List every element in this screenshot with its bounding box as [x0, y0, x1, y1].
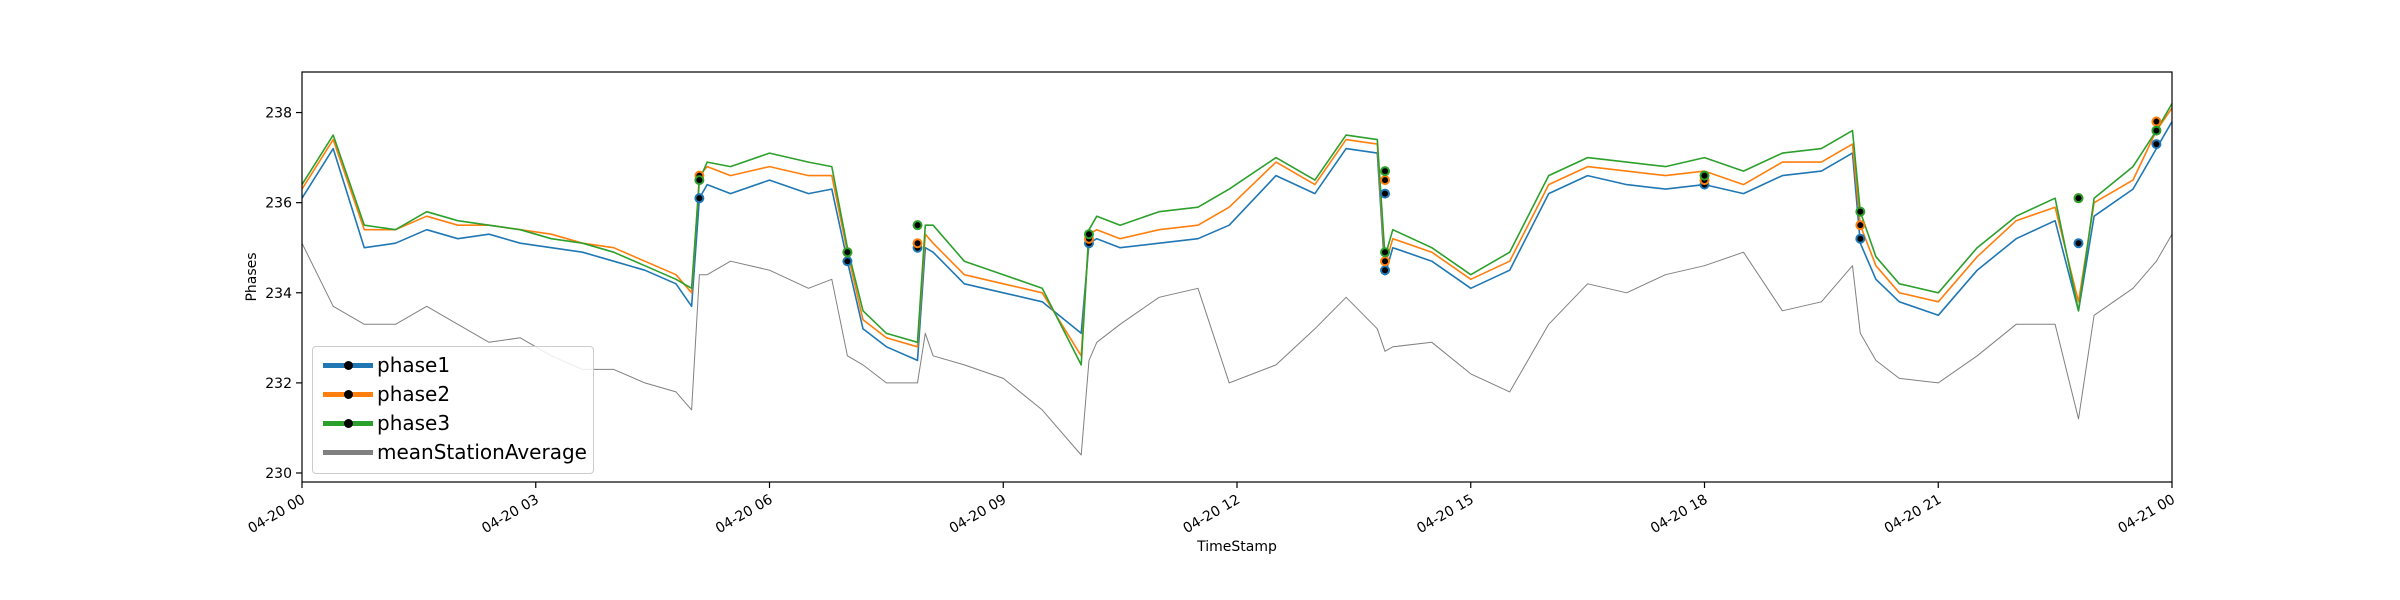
y-axis: 230 232 234 236 238 — [265, 106, 302, 482]
event-marker — [2151, 116, 2162, 127]
event-marker — [1380, 256, 1391, 267]
x-axis-label: TimeStamp — [1196, 539, 1277, 555]
series-line-phase2 — [301, 107, 2173, 357]
legend-item-phase2: phase2 — [313, 380, 593, 410]
event-marker — [1380, 175, 1391, 186]
event-marker — [1855, 206, 1866, 217]
event-marker — [912, 238, 923, 249]
event-marker — [842, 247, 853, 258]
event-marker — [1380, 166, 1391, 177]
chart-legend: phase1 phase2 phase3 meanStationAverage — [312, 346, 594, 474]
event-marker — [1380, 247, 1391, 258]
event-marker — [1380, 265, 1391, 276]
legend-label-meanstationaverage: meanStationAverage — [377, 440, 587, 464]
series-line-meanstationaverage — [301, 233, 2173, 456]
legend-label-phase2: phase2 — [377, 382, 451, 406]
y-tick-label: 238 — [265, 106, 292, 122]
legend-label-phase3: phase3 — [377, 411, 451, 435]
y-tick-label: 234 — [265, 286, 292, 302]
event-marker — [2151, 125, 2162, 136]
legend-swatch-meanstationaverage — [323, 450, 373, 455]
event-marker — [2151, 139, 2162, 150]
event-marker — [1855, 233, 1866, 244]
event-marker — [1855, 220, 1866, 231]
series-layer — [301, 103, 2173, 456]
series-line-phase3 — [301, 103, 2173, 366]
event-marker — [694, 175, 705, 186]
event-marker — [2073, 193, 2084, 204]
y-tick-label: 236 — [265, 196, 292, 212]
legend-item-meanstationaverage: meanStationAverage — [313, 438, 593, 468]
event-marker — [2073, 238, 2084, 249]
y-tick-label: 230 — [265, 466, 292, 482]
legend-marker-phase2 — [344, 390, 353, 399]
legend-marker-phase1 — [344, 361, 353, 370]
legend-item-phase1: phase1 — [313, 351, 593, 381]
event-marker — [1380, 188, 1391, 199]
event-marker — [842, 256, 853, 267]
event-marker — [1699, 170, 1710, 181]
legend-item-phase3: phase3 — [313, 409, 593, 439]
event-marker-layer — [694, 116, 2162, 276]
event-marker — [1083, 229, 1094, 240]
y-tick-label: 232 — [265, 376, 292, 392]
legend-marker-phase3 — [344, 419, 353, 428]
legend-label-phase1: phase1 — [377, 353, 451, 377]
event-marker — [912, 220, 923, 231]
y-axis-label: Phases — [244, 252, 260, 301]
series-line-phase1 — [301, 121, 2173, 362]
event-marker — [694, 193, 705, 204]
